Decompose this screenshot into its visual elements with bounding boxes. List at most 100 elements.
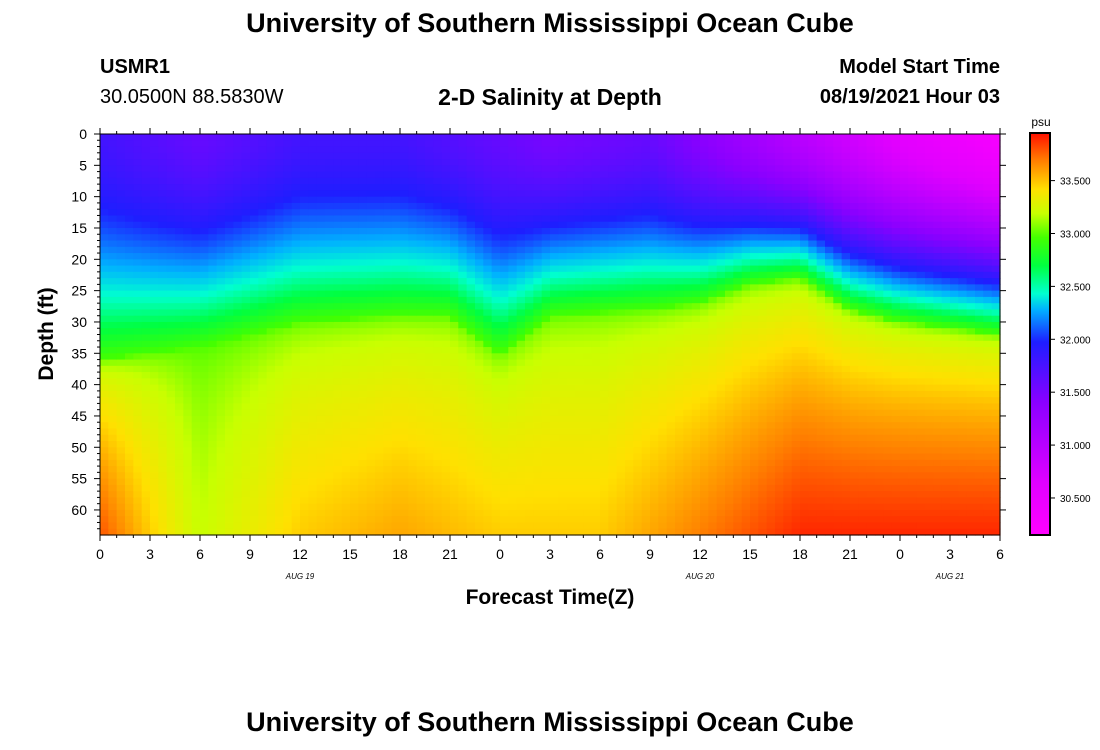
heatmap-cell (216, 503, 226, 511)
heatmap-cell (458, 146, 468, 154)
heatmap-cell (541, 509, 551, 517)
heatmap-cell (116, 397, 126, 405)
heatmap-cell (383, 347, 393, 354)
heatmap-cell (116, 284, 126, 292)
heatmap-cell (441, 265, 451, 273)
heatmap-cell (500, 140, 509, 148)
heatmap-cell (341, 227, 351, 235)
heatmap-cell (591, 171, 601, 179)
heatmap-cell (400, 296, 409, 304)
heatmap-cell (616, 240, 626, 248)
heatmap-cell (525, 315, 534, 323)
heatmap-cell (208, 259, 218, 267)
heatmap-cell (675, 472, 684, 480)
heatmap-cell (275, 196, 284, 204)
heatmap-cell (216, 491, 226, 499)
heatmap-cell (175, 415, 184, 423)
heatmap-cell (433, 422, 443, 430)
heatmap-cell (416, 234, 426, 242)
heatmap-cell (308, 202, 318, 210)
heatmap-cell (691, 491, 701, 499)
heatmap-cell (441, 190, 451, 198)
heatmap-cell (250, 516, 259, 524)
heatmap-cell (641, 422, 651, 430)
heatmap-cell (566, 340, 576, 348)
heatmap-cell (325, 353, 334, 361)
heatmap-cell (250, 372, 259, 379)
heatmap-cell (441, 372, 451, 379)
heatmap-cell (383, 303, 393, 311)
heatmap-cell (458, 278, 468, 285)
heatmap-cell (450, 497, 459, 505)
heatmap-cell (466, 196, 476, 204)
heatmap-cell (191, 309, 201, 317)
heatmap-cell (525, 309, 534, 317)
heatmap-cell (725, 315, 734, 323)
heatmap-cell (108, 134, 118, 141)
heatmap-cell (691, 353, 701, 361)
heatmap-cell (316, 278, 326, 285)
heatmap-cell (100, 309, 109, 317)
heatmap-cell (200, 516, 209, 524)
heatmap-cell (666, 184, 676, 191)
heatmap-cell (116, 321, 126, 329)
heatmap-cell (491, 466, 501, 473)
heatmap-cell (358, 378, 368, 386)
heatmap-cell (450, 253, 459, 260)
heatmap-cell (166, 315, 176, 323)
heatmap-cell (400, 259, 409, 267)
heatmap-cell (133, 372, 143, 379)
heatmap-cell (725, 309, 734, 317)
heatmap-cell (716, 215, 726, 223)
heatmap-cell (341, 146, 351, 154)
heatmap-cell (491, 321, 501, 329)
heatmap-cell (541, 497, 551, 505)
heatmap-cell (725, 378, 734, 386)
heatmap-cell (441, 422, 451, 430)
heatmap-cell (266, 184, 276, 191)
heatmap-cell (233, 165, 243, 173)
heatmap-cell (666, 459, 676, 467)
heatmap-cell (208, 491, 218, 499)
heatmap-cell (208, 246, 218, 254)
heatmap-cell (250, 491, 259, 499)
heatmap-cell (641, 359, 651, 367)
heatmap-cell (391, 253, 401, 260)
heatmap-cell (150, 296, 159, 304)
heatmap-cell (566, 478, 576, 486)
heatmap-cell (308, 303, 318, 311)
heatmap-cell (341, 478, 351, 486)
heatmap-cell (741, 190, 751, 198)
heatmap-cell (533, 171, 543, 179)
heatmap-cell (250, 184, 259, 191)
heatmap-cell (575, 422, 584, 430)
heatmap-cell (491, 340, 501, 348)
heatmap-cell (333, 491, 343, 499)
heatmap-cell (141, 466, 151, 473)
heatmap-cell (675, 466, 684, 473)
heatmap-cell (358, 447, 368, 455)
heatmap-cell (216, 478, 226, 486)
heatmap-cell (700, 516, 709, 524)
heatmap-cell (483, 390, 493, 398)
heatmap-cell (641, 321, 651, 329)
heatmap-cell (125, 321, 134, 329)
heatmap-cell (558, 497, 568, 505)
heatmap-cell (500, 478, 509, 486)
heatmap-cell (725, 246, 734, 254)
heatmap-cell (691, 384, 701, 392)
heatmap-cell (266, 259, 276, 267)
heatmap-cell (175, 146, 184, 154)
heatmap-cell (108, 353, 118, 361)
heatmap-cell (308, 409, 318, 417)
heatmap-cell (483, 484, 493, 492)
heatmap-cell (625, 284, 634, 292)
heatmap-cell (241, 497, 251, 505)
heatmap-cell (716, 447, 726, 455)
heatmap-cell (683, 196, 693, 204)
heatmap-cell (641, 522, 651, 530)
heatmap-cell (566, 177, 576, 185)
heatmap-cell (508, 240, 518, 248)
heatmap-cell (125, 309, 134, 317)
heatmap-cell (625, 340, 634, 348)
